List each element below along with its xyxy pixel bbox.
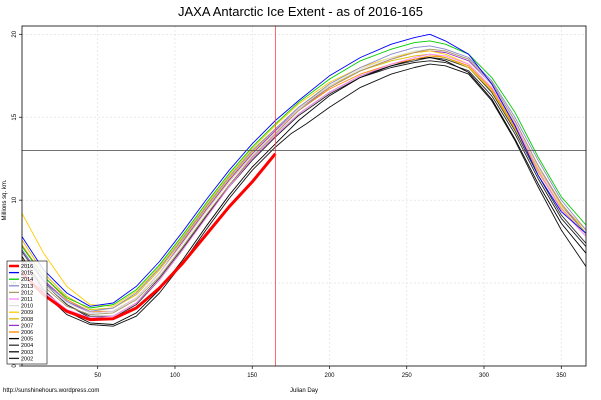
legend: 2016201520142013201220112010200920082007… <box>6 260 48 365</box>
x-tick-label: 250 <box>402 373 413 379</box>
series-line-2012 <box>21 48 587 316</box>
footer-credit: http://sunshinehours.wordpress.com <box>3 388 100 394</box>
series-line-2013 <box>21 45 587 312</box>
y-tick-label: 20 <box>12 30 18 37</box>
legend-label: 2015 <box>21 271 33 277</box>
legend-label: 2012 <box>21 290 33 296</box>
series-line-2016 <box>20 152 277 322</box>
reference-lines <box>22 26 586 366</box>
series-line-2014 <box>21 40 587 309</box>
plot-frame <box>21 25 587 367</box>
y-tick-label: 0 <box>12 364 18 368</box>
legend-label: 2009 <box>21 310 33 316</box>
y-axis-label: Millions sq. km. <box>2 179 8 220</box>
legend-label: 2016 <box>21 264 33 270</box>
series-line-2007 <box>21 50 587 314</box>
legend-label: 2004 <box>21 343 33 349</box>
series-line-2009 <box>21 50 587 307</box>
y-tick-label: 10 <box>12 196 18 203</box>
y-tick-label: 15 <box>12 113 18 120</box>
series-line-2015 <box>21 33 587 307</box>
x-tick-label: 200 <box>324 373 335 379</box>
series-line-2011 <box>21 53 587 319</box>
x-tick-label: 100 <box>170 373 181 379</box>
legend-label: 2014 <box>21 277 33 283</box>
series-line-2006 <box>21 55 587 312</box>
legend-label: 2013 <box>21 284 33 290</box>
series-line-2005 <box>21 57 587 325</box>
series-lines <box>20 33 587 327</box>
legend-label: 2003 <box>21 350 33 356</box>
legend-label: 2008 <box>21 317 33 323</box>
x-tick-label: 350 <box>556 373 567 379</box>
legend-label: 2007 <box>21 323 33 329</box>
series-line-2010 <box>21 48 587 314</box>
x-tick-label: 300 <box>479 373 490 379</box>
legend-label: 2002 <box>21 356 33 362</box>
legend-label: 2010 <box>21 304 33 310</box>
x-tick-label: 150 <box>247 373 258 379</box>
series-line-2003 <box>21 63 587 327</box>
legend-label: 2011 <box>21 297 33 303</box>
legend-label: 2006 <box>21 330 33 336</box>
chart-title: JAXA Antarctic Ice Extent - as of 2016-1… <box>178 4 423 19</box>
grid-lines <box>22 26 586 367</box>
x-tick-label: 50 <box>94 373 101 379</box>
x-axis-label: Julian Day <box>290 388 318 394</box>
legend-label: 2005 <box>21 337 33 343</box>
